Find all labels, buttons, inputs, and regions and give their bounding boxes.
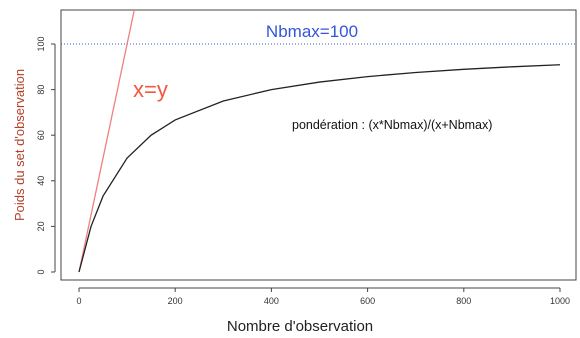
x-tick-label: 600 bbox=[360, 296, 375, 306]
y-tick-label: 80 bbox=[36, 85, 46, 95]
x-tick-label: 200 bbox=[168, 296, 183, 306]
y-tick-label: 60 bbox=[36, 130, 46, 140]
y-tick-label: 0 bbox=[36, 269, 46, 274]
x-tick-label: 1000 bbox=[550, 296, 570, 306]
reference-line-label: Nbmax=100 bbox=[266, 22, 358, 41]
y-axis-title: Poids du set d'observation bbox=[12, 69, 27, 221]
annotation-formula-label: pondération : (x*Nbmax)/(x+Nbmax) bbox=[292, 118, 492, 132]
plot-frame bbox=[60, 9, 577, 281]
series-line-weight bbox=[78, 64, 561, 273]
annotation-identity-label: x=y bbox=[133, 77, 168, 102]
x-axis-title: Nombre d'observation bbox=[227, 318, 373, 335]
x-tick-label: 0 bbox=[76, 296, 81, 306]
series-line-identity bbox=[78, 10, 135, 273]
x-tick-label: 800 bbox=[456, 296, 471, 306]
x-axis: 0 200 400 600 800 1000 bbox=[76, 287, 570, 306]
y-tick-label: 100 bbox=[36, 36, 46, 51]
y-axis: 0 20 40 60 80 100 bbox=[36, 36, 56, 275]
y-tick-label: 40 bbox=[36, 176, 46, 186]
x-tick-label: 400 bbox=[264, 296, 279, 306]
y-tick-label: 20 bbox=[36, 221, 46, 231]
